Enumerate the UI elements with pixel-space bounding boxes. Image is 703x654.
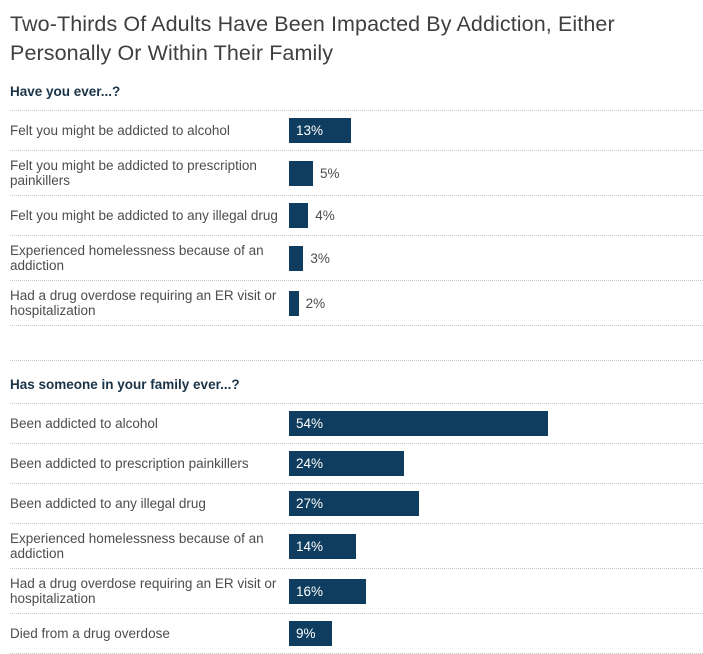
chart-row: Experienced homelessness because of an a… — [10, 524, 703, 569]
chart-sections: Have you ever...? Felt you might be addic… — [10, 68, 703, 654]
bar-area: 13% — [289, 118, 703, 143]
bar-area: 24% — [289, 451, 703, 476]
bar-area: 16% — [289, 578, 703, 604]
chart-row: Felt you might be addicted to prescripti… — [10, 151, 703, 196]
row-label: Felt you might be addicted to alcohol — [10, 123, 230, 138]
value-label: 2% — [305, 295, 326, 311]
bar — [289, 245, 304, 271]
bar-area: 14% — [289, 533, 703, 559]
chart-section: Have you ever...? Felt you might be addic… — [10, 68, 703, 326]
value-label: 14% — [296, 538, 324, 554]
section-header: Has someone in your family ever...? — [10, 361, 703, 404]
bar: 27% — [289, 491, 419, 516]
chart-row: Been addicted to alcohol 54% — [10, 404, 703, 444]
row-label: Felt you might be addicted to any illega… — [10, 208, 278, 223]
chart-row: Had a drug overdose requiring an ER visi… — [10, 281, 703, 326]
chart-row: Been addicted to any illegal drug 27% — [10, 484, 703, 524]
row-label: Been addicted to prescription painkiller… — [10, 456, 249, 471]
chart-row: Felt you might be addicted to alcohol 13% — [10, 111, 703, 151]
chart-section: Has someone in your family ever...? Been … — [10, 361, 703, 654]
row-label: Felt you might be addicted to prescripti… — [10, 158, 257, 188]
bar: 54% — [289, 411, 549, 436]
bar-area: 5% — [289, 160, 703, 186]
value-label: 13% — [296, 123, 324, 138]
value-label: 3% — [310, 250, 330, 266]
chart-row: Felt you might be addicted to any illega… — [10, 196, 703, 236]
bar: 24% — [289, 451, 405, 476]
chart-row: Died from a drug overdose 9% — [10, 614, 703, 654]
bar — [289, 290, 299, 316]
bar-area: 27% — [289, 491, 703, 516]
bar — [289, 203, 309, 228]
bar: 13% — [289, 118, 352, 143]
section-spacer — [10, 326, 703, 361]
section-header: Have you ever...? — [10, 68, 703, 111]
row-label: Had a drug overdose requiring an ER visi… — [10, 576, 277, 606]
row-label: Been addicted to any illegal drug — [10, 496, 206, 511]
value-label: 16% — [296, 583, 324, 599]
row-label: Experienced homelessness because of an a… — [10, 243, 264, 273]
row-label: Experienced homelessness because of an a… — [10, 531, 264, 561]
bar-area: 4% — [289, 203, 703, 228]
value-label: 4% — [315, 208, 335, 223]
bar-area: 2% — [289, 290, 703, 316]
bar: 14% — [289, 533, 357, 559]
value-label: 5% — [320, 165, 340, 181]
row-label: Had a drug overdose requiring an ER visi… — [10, 288, 277, 318]
row-label: Been addicted to alcohol — [10, 416, 158, 431]
chart-row: Been addicted to prescription painkiller… — [10, 444, 703, 484]
value-label: 24% — [296, 456, 324, 471]
bar-area: 54% — [289, 411, 703, 436]
chart-row: Experienced homelessness because of an a… — [10, 236, 703, 281]
bar-area: 3% — [289, 245, 703, 271]
bar — [289, 160, 313, 186]
value-label: 27% — [296, 496, 324, 511]
chart-row: Had a drug overdose requiring an ER visi… — [10, 569, 703, 614]
value-label: 54% — [296, 416, 324, 431]
chart-title: Two-Thirds Of Adults Have Been Impacted … — [10, 12, 615, 65]
bar: 16% — [289, 578, 366, 604]
